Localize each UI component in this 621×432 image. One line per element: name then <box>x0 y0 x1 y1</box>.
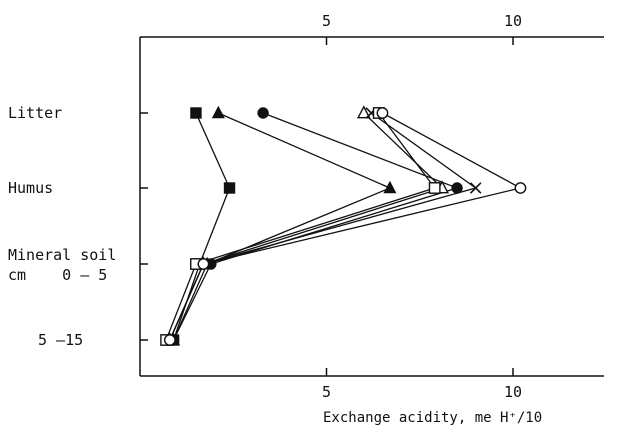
filled-circle-marker <box>257 107 269 119</box>
filled-square-marker <box>223 182 236 194</box>
filled-square-marker <box>190 107 202 119</box>
series-line <box>172 112 231 341</box>
series-line <box>165 112 436 341</box>
filled-circle-marker <box>451 182 463 194</box>
y-tick-label: Mineral soil <box>8 246 116 264</box>
x-tick-label-bottom: 5 <box>322 383 331 401</box>
filled-triangle-marker <box>211 105 225 119</box>
x-tick-label-bottom: 10 <box>504 383 522 401</box>
cross-stroke <box>469 182 482 194</box>
labels: Exchange acidity, me H⁺/10 5 5 10 10 Litter H… <box>8 12 542 426</box>
x-tick-label-top: 5 <box>322 12 331 30</box>
open-circle-marker <box>376 107 389 119</box>
open-square-marker <box>428 182 441 194</box>
y-tick-label: 5 –15 <box>38 331 83 349</box>
open-circle-marker <box>163 334 176 346</box>
filled-triangle-marker <box>383 180 397 194</box>
series-line <box>172 112 460 341</box>
x-axis-title: Exchange acidity, me H⁺/10 <box>323 410 542 426</box>
series-line <box>172 112 392 341</box>
open-circle-marker <box>197 258 210 270</box>
open-triangle-marker <box>356 105 371 119</box>
series-line <box>169 112 523 341</box>
open-circle-marker <box>514 182 527 194</box>
cross-marker <box>469 182 482 194</box>
axes <box>139 36 604 377</box>
series-layer <box>160 105 527 346</box>
x-tick-label-top: 10 <box>504 12 522 30</box>
y-tick-label: cm 0 – 5 <box>8 266 107 284</box>
y-tick-label: Litter <box>8 104 62 122</box>
y-tick-label: Humus <box>8 179 53 197</box>
